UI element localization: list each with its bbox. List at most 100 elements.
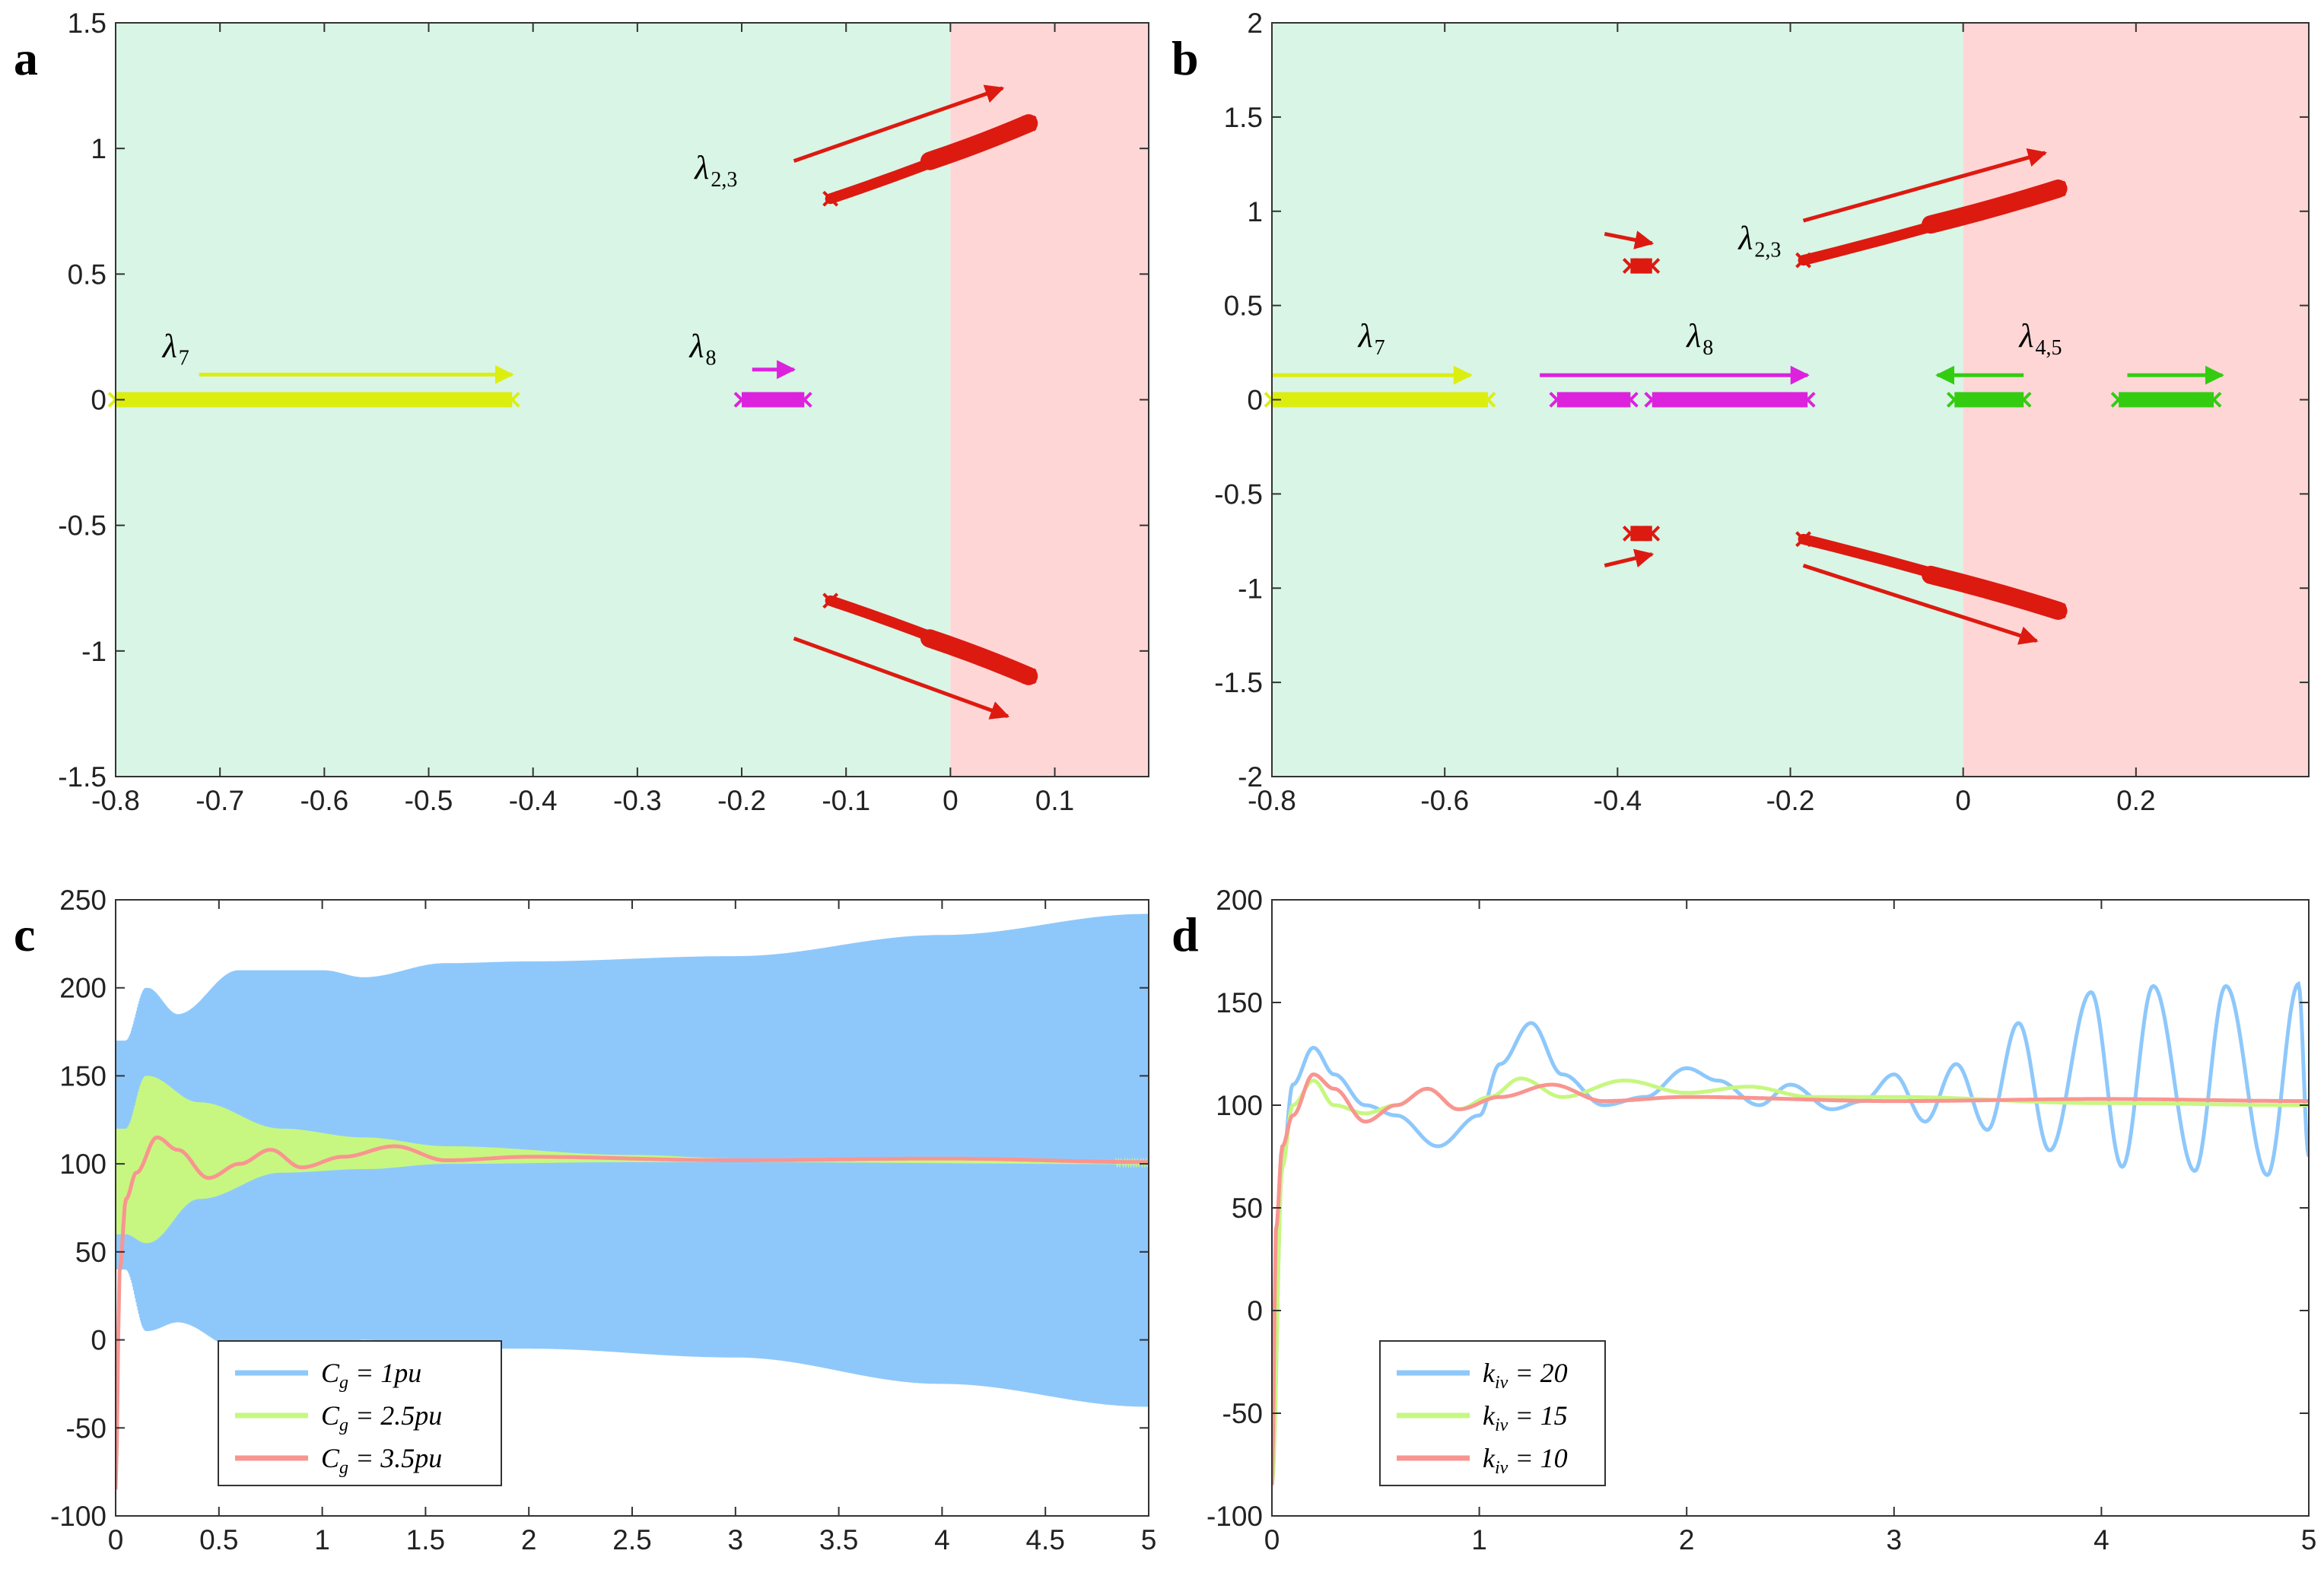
- x-tick-label: 0: [108, 1524, 124, 1555]
- legend-label: Cg = 2.5pu: [321, 1400, 442, 1435]
- y-tick-label: 2: [1247, 8, 1263, 39]
- y-tick-label: 0.5: [1224, 291, 1263, 322]
- x-tick-label: -0.2: [717, 785, 766, 816]
- y-tick-label: 150: [1216, 987, 1263, 1018]
- y-tick-label: 100: [1216, 1090, 1263, 1121]
- eigenvalue-label: λ7: [161, 327, 189, 370]
- x-tick-label: -0.7: [196, 785, 244, 816]
- y-tick-label: 1: [91, 133, 107, 164]
- locus-cross-marker: [2205, 392, 2222, 408]
- x-tick-label: -0.8: [1248, 785, 1296, 816]
- locus-cross-marker: [1795, 252, 1811, 268]
- y-tick-label: 1: [1247, 196, 1263, 227]
- y-tick-label: 200: [1216, 885, 1263, 916]
- locus-series-thick: [920, 114, 1038, 170]
- plot-area: [1272, 980, 2309, 1485]
- locus-cross-marker: [2050, 180, 2067, 197]
- x-tick-label: 4: [2094, 1524, 2109, 1555]
- x-tick-label: -0.5: [405, 785, 453, 816]
- legend-label: Cg = 1pu: [321, 1358, 421, 1393]
- locus-cross-marker: [1795, 531, 1811, 548]
- x-tick-label: -0.8: [91, 785, 140, 816]
- locus-cross-marker: [1020, 115, 1037, 132]
- x-tick-label: 0: [943, 785, 959, 816]
- locus-cross-marker: [1946, 392, 1963, 408]
- y-tick-label: 1.5: [1224, 102, 1263, 133]
- locus-series-thick: [920, 629, 1038, 685]
- x-tick-label: -0.4: [509, 785, 558, 816]
- locus-cross-marker: [1622, 525, 1639, 542]
- x-tick-label: 5: [2301, 1524, 2317, 1555]
- x-tick-label: 0: [1264, 1524, 1280, 1555]
- series-line: [116, 914, 1149, 1407]
- plot-area: [116, 914, 1149, 1490]
- locus-cross-marker: [1020, 668, 1037, 685]
- y-tick-label: 50: [75, 1237, 107, 1268]
- x-tick-label: 4.5: [1025, 1524, 1064, 1555]
- series-line: [1272, 1072, 2309, 1485]
- direction-arrow: [793, 636, 1010, 720]
- locus-cross-marker: [2110, 392, 2127, 408]
- locus-cross-marker: [1622, 258, 1639, 275]
- locus-cross-marker: [1480, 392, 1496, 408]
- locus-cross-marker: [1644, 258, 1661, 275]
- locus-series-thick: [1922, 180, 2068, 234]
- y-tick-label: 200: [59, 973, 107, 1004]
- x-tick-label: 0.1: [1035, 785, 1074, 816]
- locus-cross-marker: [822, 190, 839, 207]
- x-tick-label: 2: [521, 1524, 537, 1555]
- y-tick-label: 0: [91, 1325, 107, 1356]
- y-tick-label: -100: [1207, 1501, 1263, 1532]
- x-tick-label: -0.6: [1420, 785, 1469, 816]
- legend: Cg = 1pu Cg = 2.5pu Cg = 3.5pu: [218, 1340, 502, 1486]
- panel-letter-b: b: [1172, 31, 1199, 85]
- y-tick-label: -50: [1222, 1398, 1263, 1429]
- locus-cross-marker: [1644, 525, 1661, 542]
- x-tick-label: -0.1: [822, 785, 870, 816]
- y-tick-label: -50: [66, 1412, 107, 1444]
- panel-c-time-response-plot: Cg = 1pu Cg = 2.5pu Cg = 3.5pu 0 0.5 1 1.5 2 2.5…: [50, 885, 1156, 1555]
- y-tick-label: 250: [59, 885, 107, 916]
- y-tick-label: -0.5: [1214, 478, 1263, 510]
- y-tick-label: -1.5: [58, 761, 107, 793]
- direction-arrow: [1604, 230, 1655, 249]
- x-tick-label: -0.3: [613, 785, 662, 816]
- locus-cross-marker: [504, 392, 520, 408]
- y-tick-label: 100: [59, 1149, 107, 1180]
- x-tick-label: 0.2: [2116, 785, 2155, 816]
- x-tick-label: 4: [934, 1524, 950, 1555]
- x-tick-label: 1: [1471, 1524, 1487, 1555]
- locus-cross-marker: [822, 593, 839, 609]
- direction-arrow: [793, 84, 1005, 164]
- x-tick-label: 5: [1141, 1524, 1157, 1555]
- locus-cross-marker: [2050, 602, 2067, 619]
- y-tick-label: 150: [59, 1060, 107, 1091]
- locus-cross-marker: [2015, 392, 2032, 408]
- locus-series-thick: [1922, 565, 2068, 620]
- series-line: [116, 1076, 1149, 1244]
- x-tick-label: -0.2: [1766, 785, 1815, 816]
- locus-cross-marker: [1622, 392, 1639, 408]
- direction-arrow: [1802, 564, 2039, 645]
- x-tick-label: 0.5: [199, 1524, 238, 1555]
- y-tick-label: 0: [1247, 385, 1263, 416]
- y-tick-label: 0: [91, 385, 107, 416]
- y-tick-label: -2: [1238, 761, 1263, 793]
- x-tick-label: 0: [1955, 785, 1971, 816]
- y-tick-label: 50: [1232, 1193, 1263, 1224]
- panel-letter-d: d: [1172, 907, 1199, 961]
- y-tick-label: -0.5: [58, 510, 107, 542]
- x-tick-label: -0.4: [1593, 785, 1642, 816]
- locus-cross-marker: [796, 392, 812, 408]
- x-tick-label: 3.5: [819, 1524, 858, 1555]
- y-tick-label: -1: [1238, 573, 1263, 604]
- y-tick-label: -1.5: [1214, 667, 1263, 698]
- x-tick-label: 1.5: [406, 1524, 445, 1555]
- x-tick-label: 3: [728, 1524, 744, 1555]
- y-tick-label: 0.5: [68, 259, 107, 290]
